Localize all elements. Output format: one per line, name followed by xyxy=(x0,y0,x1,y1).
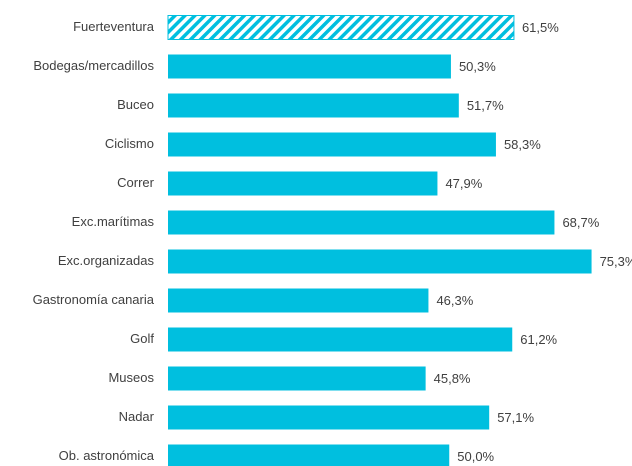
bar xyxy=(168,327,513,352)
value-label: 45,8% xyxy=(434,371,471,386)
value-label: 57,1% xyxy=(497,410,534,425)
bar xyxy=(168,366,426,391)
bar xyxy=(168,93,459,118)
category-label: Museos xyxy=(108,370,154,385)
bar xyxy=(168,288,429,313)
value-label: 61,5% xyxy=(522,20,559,35)
bar xyxy=(168,405,490,430)
value-label: 75,3% xyxy=(600,254,632,269)
bar xyxy=(168,210,555,235)
value-label: 46,3% xyxy=(436,293,473,308)
value-label: 47,9% xyxy=(445,176,482,191)
category-label: Ob. astronómica xyxy=(59,448,155,463)
bar xyxy=(168,132,496,157)
category-label: Ciclismo xyxy=(105,136,154,151)
bar xyxy=(168,54,451,79)
value-label: 50,0% xyxy=(457,449,494,464)
category-label: Exc.organizadas xyxy=(58,253,155,268)
category-label: Correr xyxy=(117,175,155,190)
bar xyxy=(168,444,450,466)
value-label: 51,7% xyxy=(467,98,504,113)
value-label: 61,2% xyxy=(520,332,557,347)
category-label: Nadar xyxy=(119,409,155,424)
category-label: Fuerteventura xyxy=(73,19,155,34)
category-label: Bodegas/mercadillos xyxy=(33,58,154,73)
bar xyxy=(168,171,438,196)
category-label: Gastronomía canaria xyxy=(33,292,155,307)
bar xyxy=(167,15,515,40)
category-label: Golf xyxy=(130,331,154,346)
category-label: Buceo xyxy=(117,97,154,112)
bar xyxy=(168,249,592,274)
category-label: Exc.marítimas xyxy=(72,214,155,229)
value-label: 50,3% xyxy=(459,59,496,74)
value-label: 68,7% xyxy=(562,215,599,230)
value-label: 58,3% xyxy=(504,137,541,152)
